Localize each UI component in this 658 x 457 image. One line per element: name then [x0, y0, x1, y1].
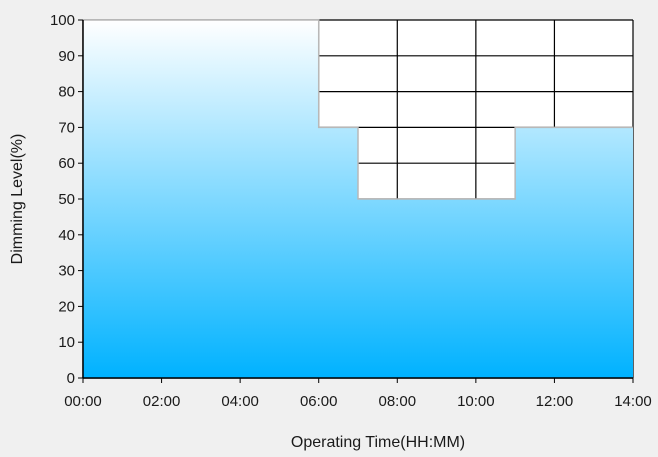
y-tick-label: 40 [58, 227, 75, 244]
y-tick-label: 50 [58, 191, 75, 208]
y-tick-label: 90 [58, 48, 75, 65]
x-tick-label: 12:00 [536, 393, 574, 410]
y-tick-label: 0 [67, 370, 75, 387]
x-tick-label: 00:00 [64, 393, 102, 410]
y-tick-label: 30 [58, 263, 75, 280]
x-tick-label: 10:00 [457, 393, 495, 410]
y-axis-title: Dimming Level(%) [9, 134, 26, 265]
x-tick-label: 02:00 [143, 393, 181, 410]
y-tick-label: 60 [58, 155, 75, 172]
y-tick-label: 10 [58, 334, 75, 351]
y-tick-label: 80 [58, 84, 75, 101]
y-tick-label: 70 [58, 119, 75, 136]
x-tick-label: 08:00 [379, 393, 417, 410]
x-axis-title: Operating Time(HH:MM) [291, 434, 465, 451]
y-axis-ticks: 0 10 20 30 40 50 60 70 80 90 100 [50, 12, 83, 387]
x-tick-label: 06:00 [300, 393, 338, 410]
x-axis-ticks: 00:00 02:00 04:00 06:00 08:00 10:00 12:00 14:00 [64, 378, 652, 410]
x-tick-label: 14:00 [614, 393, 652, 410]
dimming-area-outline [83, 19, 633, 200]
y-tick-label: 100 [50, 12, 75, 29]
y-tick-label: 20 [58, 298, 75, 315]
x-tick-label: 04:00 [221, 393, 259, 410]
